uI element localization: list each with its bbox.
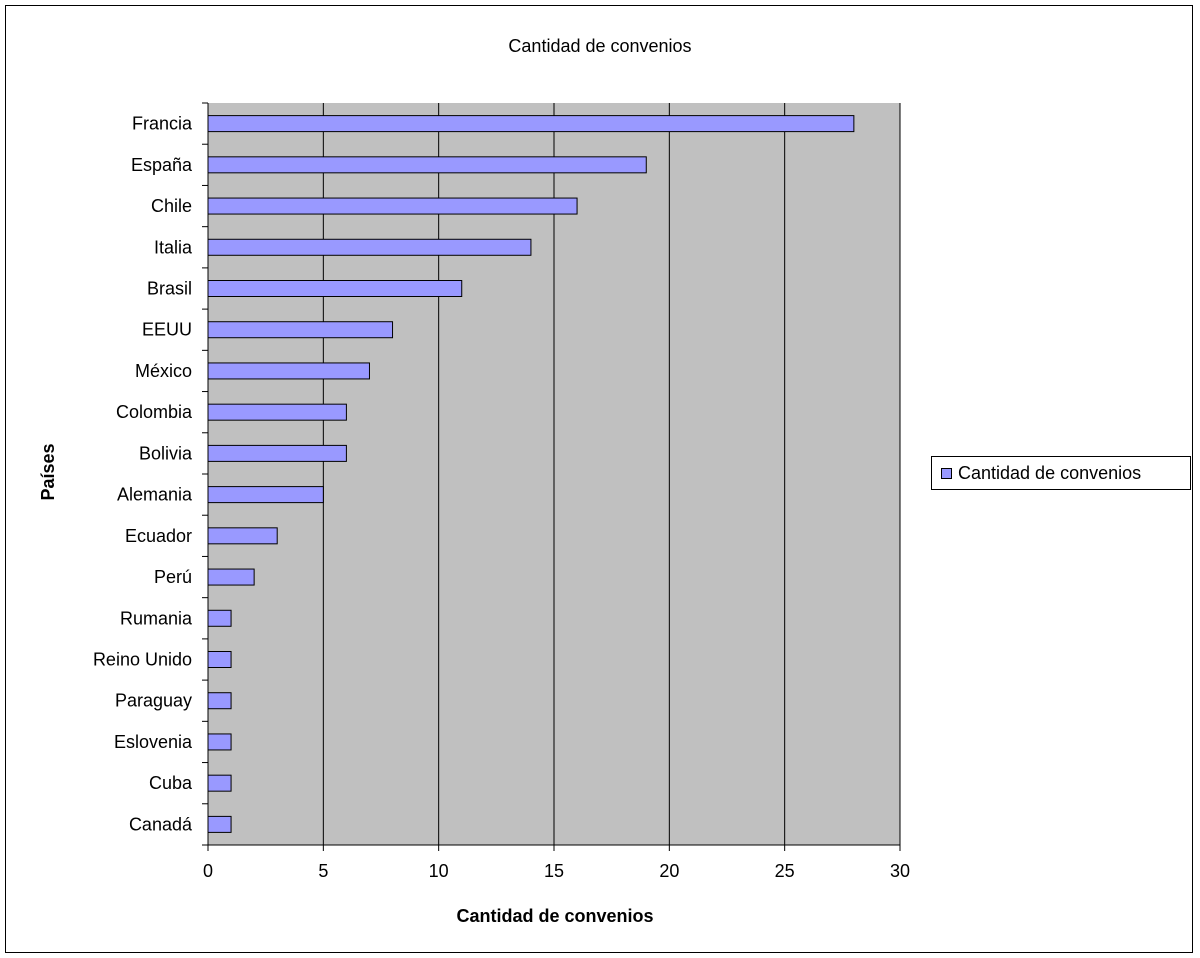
- bar-rumania: [207, 609, 232, 627]
- bar-ecuador: [207, 527, 278, 545]
- plot-area: 0 5 10 15 20 25 30 Francia España Chile Italia Bras…: [93, 102, 910, 881]
- y-category-label: EEUU: [142, 320, 192, 340]
- x-axis-title: Cantidad de convenios: [456, 906, 653, 926]
- bar-italia: [207, 238, 532, 256]
- bar-reino-unido: [207, 651, 232, 668]
- x-tick-label: 5: [318, 861, 328, 881]
- bar-méxico: [207, 362, 370, 380]
- bar-brasil: [207, 280, 463, 297]
- y-category-label: Bolivia: [139, 443, 193, 463]
- bar-españa: [207, 156, 647, 174]
- x-tick-label: 20: [659, 861, 679, 881]
- x-tick-label: 30: [890, 861, 910, 881]
- bar-colombia: [207, 403, 347, 421]
- y-category-label: Perú: [154, 567, 192, 587]
- bar-chile: [207, 197, 578, 215]
- bar-canadá: [207, 815, 232, 833]
- bar-alemania: [207, 486, 324, 504]
- y-category-label: Eslovenia: [114, 732, 193, 752]
- y-category-label: Francia: [132, 114, 193, 134]
- bar-bolivia: [207, 444, 347, 462]
- bar-francia: [207, 115, 855, 133]
- y-category-label: España: [131, 155, 193, 175]
- bar-perú: [207, 568, 255, 586]
- y-category-label: Chile: [151, 196, 192, 216]
- bar-eeuu: [207, 321, 394, 339]
- y-category-label: Italia: [154, 237, 193, 257]
- y-category-label: Canadá: [129, 814, 193, 834]
- y-axis-title: Países: [38, 443, 58, 500]
- bar-paraguay: [207, 692, 232, 710]
- y-category-label: Alemania: [117, 485, 193, 505]
- y-category-label: Colombia: [116, 402, 193, 422]
- x-tick-label: 0: [203, 861, 213, 881]
- chart-title: Cantidad de convenios: [508, 36, 691, 56]
- legend-label: Cantidad de convenios: [958, 462, 1142, 483]
- y-category-label: México: [135, 361, 192, 381]
- y-category-label: Reino Unido: [93, 650, 192, 670]
- legend-swatch: [941, 467, 952, 479]
- y-category-label: Paraguay: [115, 691, 192, 711]
- x-tick-label: 25: [775, 861, 795, 881]
- y-category-label: Cuba: [149, 773, 193, 793]
- bar-eslovenia: [207, 733, 232, 751]
- y-category-label: Rumania: [120, 608, 193, 628]
- y-category-label: Brasil: [147, 279, 192, 299]
- legend: Cantidad de convenios: [931, 456, 1191, 490]
- bar-cuba: [207, 774, 232, 792]
- y-category-label: Ecuador: [125, 526, 192, 546]
- x-tick-label: 15: [544, 861, 564, 881]
- x-tick-label: 10: [429, 861, 449, 881]
